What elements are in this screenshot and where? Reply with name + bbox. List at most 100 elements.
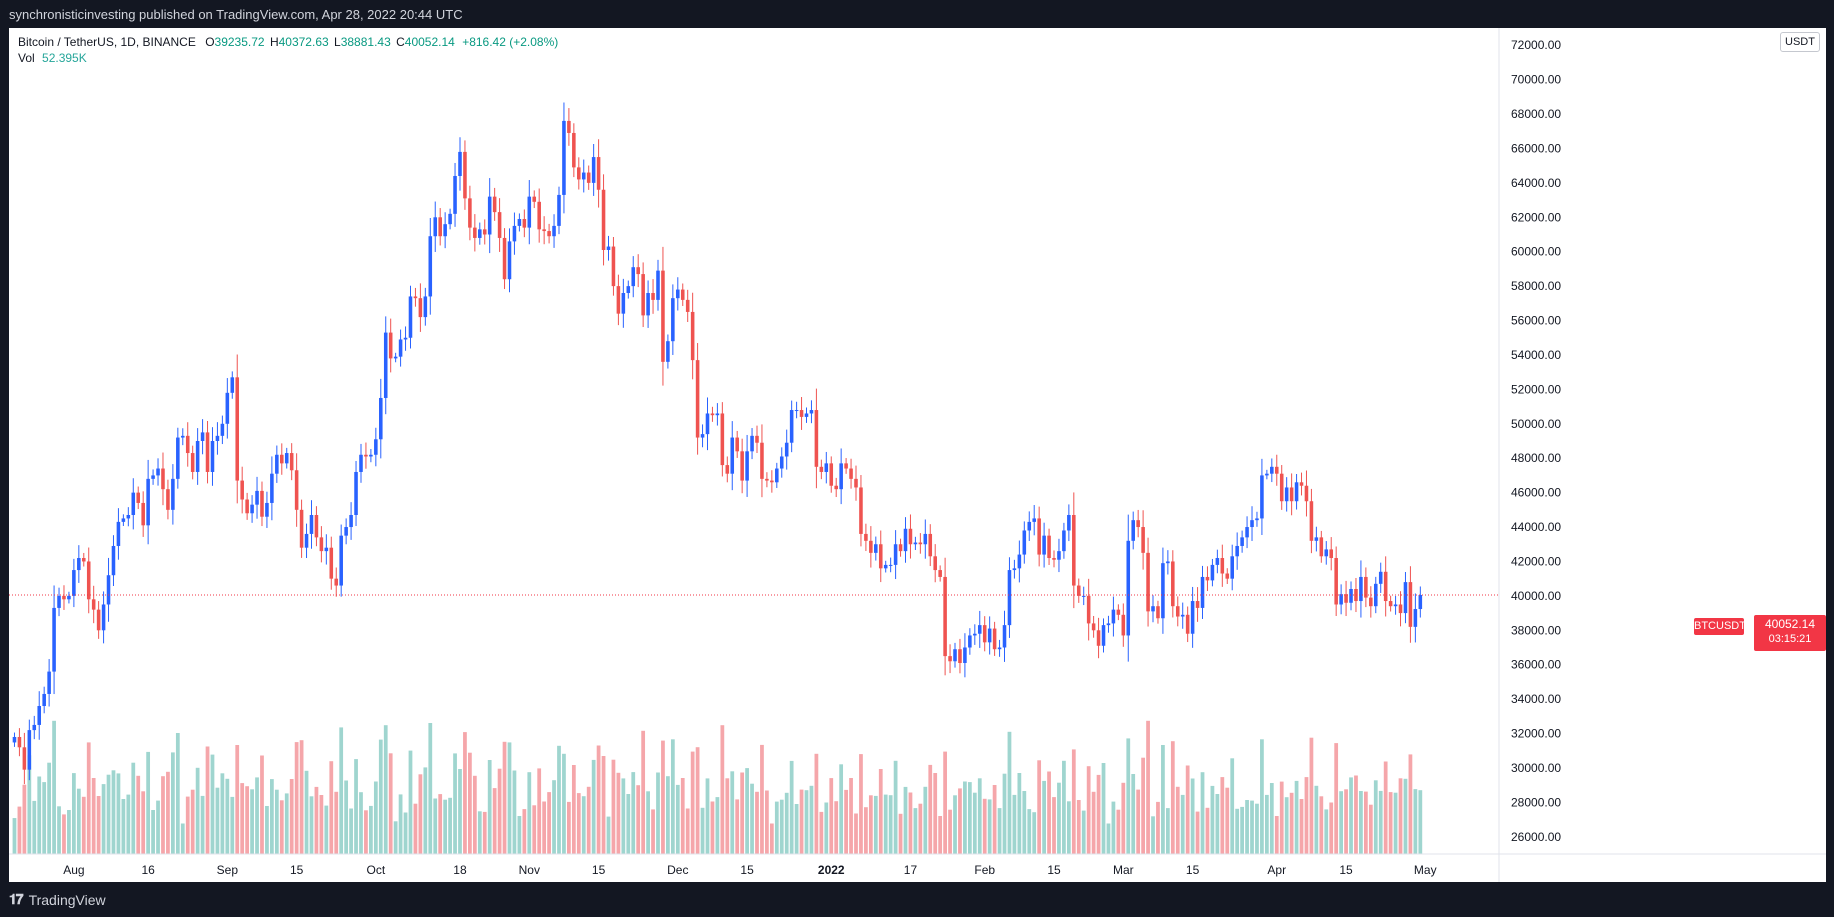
volume-bar [1383,761,1388,854]
candle [1047,528,1051,565]
volume-bar [1071,749,1076,854]
candle [874,536,878,561]
candle [329,536,334,590]
volume-bar [1136,789,1141,854]
volume-bar [745,768,749,854]
volume-bar [443,799,448,854]
volume-bar [42,782,47,854]
volume-bar [918,803,923,854]
candle [869,526,873,568]
candle [651,279,655,314]
volume-bar [760,744,764,854]
volume-bar [1329,802,1334,854]
volume-bar [458,769,462,854]
brand-name[interactable]: TradingView [28,891,106,908]
volume-bar [230,796,235,854]
price-tick-label: 28000.00 [1511,795,1561,809]
time-tick-label: Apr [1267,863,1286,877]
volume-bar [552,780,556,854]
candle [616,274,621,326]
open-value: 39235.72 [214,35,265,49]
volume-bar [725,778,730,854]
candle [577,157,581,190]
candle [230,371,235,399]
candle [908,514,913,559]
candle [205,420,210,484]
time-tick-label: May [1414,863,1437,877]
volume-bar [1121,782,1126,854]
volume-bar [804,790,809,854]
volume-bar [1250,800,1254,854]
time-tick-label: 18 [453,863,467,877]
candle [473,214,477,252]
volume-bar [463,732,467,854]
volume-bar [210,754,215,854]
candle [22,732,27,785]
candle [829,456,834,493]
candle [280,443,284,475]
price-axis[interactable]: 26000.00 28000.00 30000.00 32000.00 34000.00… [1498,28,1561,882]
candle [458,137,462,191]
time-tick-label: Nov [519,863,540,877]
candle [977,610,982,648]
volume-bar [200,795,205,854]
currency-button[interactable]: USDT [1780,32,1820,52]
volume-bar [1363,791,1368,854]
candle [557,186,561,235]
candle [854,465,858,501]
symbol-title[interactable]: Bitcoin / TetherUS, 1D, BINANCE [18,35,196,49]
candle [839,448,843,505]
time-tick-label: 16 [141,863,155,877]
volume-bar [91,778,96,854]
volume-bar [794,804,799,854]
volume-bar [621,778,626,854]
candle [299,499,304,558]
candle [799,397,804,430]
candle [596,139,601,208]
volume-bar [76,788,81,854]
volume-bar [270,779,274,854]
volume-bar [1175,786,1180,854]
volume-bar [1324,809,1329,854]
price-chart[interactable]: 26000.00 28000.00 30000.00 32000.00 34000.00… [9,28,1826,882]
volume-bar [834,801,839,854]
volume-bar [1032,812,1037,854]
candle [1126,514,1131,662]
candle [27,719,32,781]
candle [1032,505,1036,536]
volume-bar [606,816,611,854]
candle [814,388,819,489]
volume-bar [354,759,358,854]
volume-bar [661,740,665,854]
tradingview-logo-icon[interactable]: 𝟏𝟕 [9,891,24,907]
candle [507,228,512,293]
candle [621,278,626,328]
volume-bar [789,760,794,854]
candle [1141,510,1145,570]
volume-bar [156,800,160,854]
volume-bar [299,740,304,854]
candle [1017,540,1022,583]
volume-bar [428,723,433,854]
chart-panel[interactable]: 26000.00 28000.00 30000.00 32000.00 34000.00… [9,28,1826,882]
candle [883,560,888,573]
volume-bar [636,785,641,854]
candle [849,458,853,489]
candle [1309,488,1314,554]
candle [403,326,408,351]
volume-bar [1403,778,1408,854]
price-tick-label: 52000.00 [1511,382,1561,396]
volume-bar [591,759,596,854]
candle [1096,617,1101,659]
volume-bar [413,803,418,854]
time-axis[interactable]: Aug 16 Sep 15 Oct 18 Nov 15 Dec 15 2022 17 Feb 15 Mar 1… [9,853,1826,877]
volume-bar [1289,792,1294,854]
candle [794,401,799,419]
candle [324,534,329,565]
candle [923,519,928,559]
candle [948,644,952,674]
volume-bar [987,799,992,854]
candle [1027,511,1032,541]
candle [542,216,546,245]
volume-bar [324,805,329,854]
